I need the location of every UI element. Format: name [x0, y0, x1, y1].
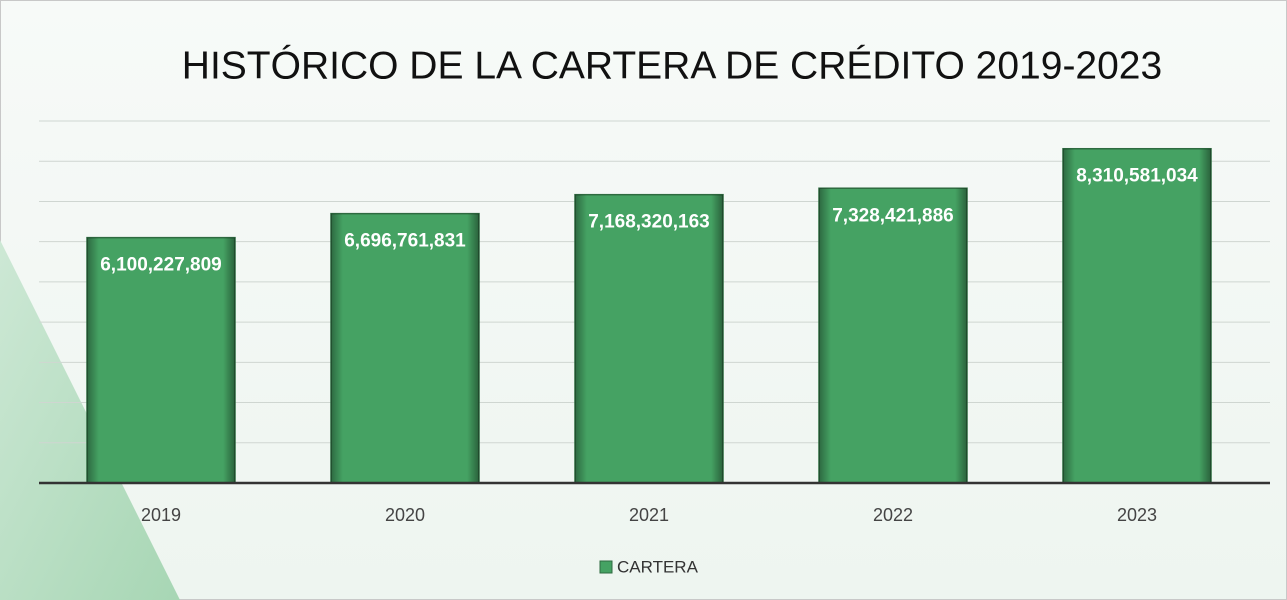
x-tick-label: 2021	[629, 505, 669, 525]
x-tick-label: 2023	[1117, 505, 1157, 525]
bar-shade	[1063, 148, 1211, 483]
bar-shade	[87, 237, 235, 483]
x-tick-label: 2022	[873, 505, 913, 525]
data-label: 6,696,761,831	[344, 231, 466, 252]
data-label: 8,310,581,034	[1076, 166, 1198, 187]
bar-shade	[331, 213, 479, 483]
x-tick-label: 2019	[141, 505, 181, 525]
chart-title: HISTÓRICO DE LA CARTERA DE CRÉDITO 2019-…	[182, 44, 1162, 87]
data-label: 7,328,421,886	[832, 205, 954, 226]
legend-swatch	[599, 560, 613, 574]
bar-shade	[819, 188, 967, 483]
x-tick-label: 2020	[385, 505, 425, 525]
legend-label: CARTERA	[617, 557, 699, 576]
data-label: 7,168,320,163	[588, 212, 710, 233]
plot: 2019 6,100,227,809 2020 6,696,761,831 2021 7,…	[39, 120, 1270, 525]
data-label: 6,100,227,809	[100, 255, 222, 276]
bar-shade	[575, 194, 723, 483]
